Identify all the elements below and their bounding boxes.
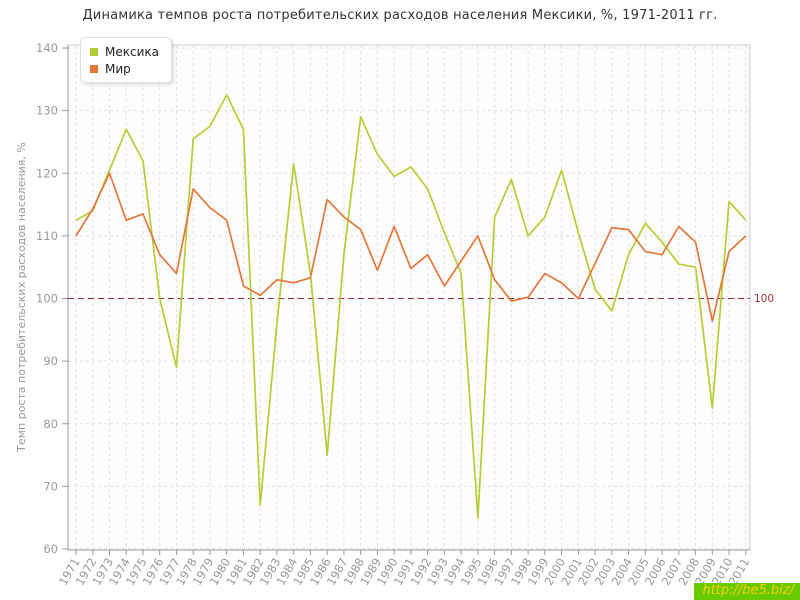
y-tick-label: 130 xyxy=(36,104,58,118)
chart-title: Динамика темпов роста потребительских ра… xyxy=(82,8,718,23)
y-tick-label: 120 xyxy=(36,166,58,180)
watermark-link[interactable]: http://be5.biz/ xyxy=(694,583,800,600)
y-tick-label: 70 xyxy=(43,479,58,493)
chart-generated-layer: 1971197219731974197519761977197819791980… xyxy=(36,41,752,588)
y-axis-title: Темп роста потребительских расходов насе… xyxy=(15,142,28,453)
baseline-label: 100 xyxy=(754,293,774,305)
y-tick-label: 100 xyxy=(36,292,58,306)
plot-area xyxy=(67,44,751,551)
legend-swatch-mexico xyxy=(90,47,98,56)
series-line-world xyxy=(75,172,747,322)
legend-label-world: Мир xyxy=(105,61,131,76)
legend-item-mexico[interactable]: Мексика xyxy=(90,43,159,60)
y-tick-label: 110 xyxy=(36,229,58,243)
legend-label-mexico: Мексика xyxy=(105,44,159,59)
legend-item-world[interactable]: Мир xyxy=(90,60,159,77)
legend-swatch-world xyxy=(90,64,98,73)
y-tick-label: 140 xyxy=(36,41,58,55)
y-tick-label: 90 xyxy=(43,354,58,368)
y-tick-label: 80 xyxy=(43,417,58,431)
legend: Мексика Мир xyxy=(80,37,172,83)
y-tick-label: 60 xyxy=(43,542,58,556)
